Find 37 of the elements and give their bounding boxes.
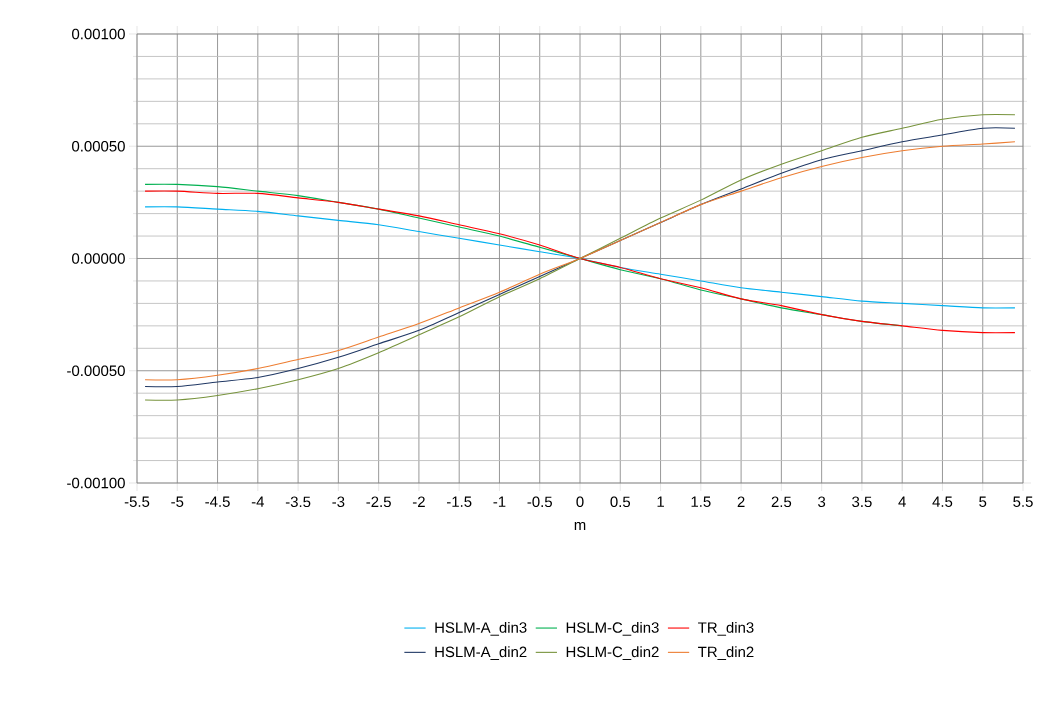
y-tick-label: -0.00050: [67, 365, 125, 377]
x-tick-label: 0.5: [610, 496, 631, 508]
x-tick-label: 3.5: [852, 496, 872, 508]
x-tick-label: -1.5: [446, 496, 472, 507]
y-tick-label: 0.00050: [72, 140, 125, 152]
x-tick-label: -5.5: [124, 496, 150, 507]
line-series: [144, 190, 1016, 334]
y-tick-label: 0.00000: [72, 253, 125, 264]
x-tick-label: 4.5: [932, 496, 953, 507]
x-tick-label: -3: [332, 496, 345, 508]
x-tick-label: 1: [657, 496, 664, 507]
x-tick-label: 2.5: [771, 496, 792, 508]
line-series: [144, 206, 1016, 309]
legend-label: TR_din2: [698, 646, 754, 660]
x-tick-label: -4.5: [205, 496, 230, 507]
x-axis-title: m: [574, 521, 586, 530]
x-tick-label: -1: [493, 496, 506, 507]
legend-label: HSLM-C_din3: [566, 621, 659, 636]
legend-label: TR_din3: [698, 621, 754, 636]
legend-label: HSLM-C_din2: [566, 646, 659, 660]
x-tick-label: -5: [171, 496, 184, 507]
x-tick-label: 5: [979, 496, 987, 507]
x-tick-label: 5.5: [1013, 496, 1033, 507]
legend-label: HSLM-A_din2: [435, 646, 527, 660]
x-tick-label: 0: [576, 496, 584, 508]
x-tick-label: 2: [737, 496, 745, 507]
x-tick-label: 4: [898, 496, 906, 507]
y-tick-label: -0.00100: [67, 477, 125, 489]
x-tick-label: -0.5: [527, 496, 552, 508]
x-tick-label: 3: [818, 496, 826, 508]
x-tick-label: 1.5: [691, 496, 711, 507]
x-tick-label: -3.5: [285, 496, 311, 508]
x-tick-label: -2: [412, 496, 425, 507]
x-tick-label: -2.5: [366, 496, 391, 508]
y-tick-label: 0.00100: [72, 28, 125, 40]
x-tick-label: -4: [251, 496, 265, 507]
legend-label: HSLM-A_din3: [435, 621, 527, 636]
